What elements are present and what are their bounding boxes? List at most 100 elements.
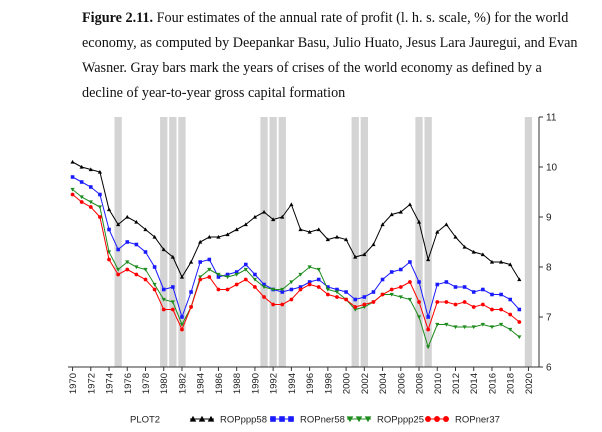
crisis-bar-1993 [278,117,286,367]
point-ROPner58-1997 [316,277,321,282]
x-tick-label-1984: 1984 [196,373,207,394]
point-ROPner58-1973 [98,192,102,197]
point-ROPppp58-2016 [489,259,495,264]
legend-label-ROPppp58: ROPppp58 [220,415,267,426]
point-ROPppp25-1990 [252,277,258,282]
point-ROPner37-2019 [517,320,522,324]
point-ROPner37-1979 [152,287,157,292]
x-tick-label-1978: 1978 [141,373,152,394]
x-tick-label-2018: 2018 [506,373,517,394]
point-ROPner37-1972 [88,205,93,209]
point-ROPppp25-2013 [462,325,467,330]
point-ROPppp58-1982 [179,274,185,279]
point-ROPner37-1998 [325,292,330,297]
series-ROPppp58 [70,159,522,282]
point-ROPner58-2004 [380,277,385,282]
point-ROPppp25-1980 [161,297,166,302]
point-ROPner58-1974 [107,227,111,232]
point-ROPppp58-2001 [353,254,358,259]
point-ROPner58-1978 [143,250,148,254]
legend-marker-ROPppp58-2 [207,415,215,422]
point-ROPppp25-2005 [389,292,394,297]
point-ROPppp58-1992 [271,217,276,222]
crisis-bar-2001 [351,117,359,367]
point-ROPner37-2006 [398,285,403,289]
point-ROPner37-1974 [107,257,111,262]
point-ROPner37-1977 [134,272,139,277]
crisis-bar-1992 [269,117,277,367]
point-ROPner37-1999 [335,295,339,299]
point-ROPppp58-1978 [143,227,148,232]
x-tick-label-2004: 2004 [378,373,389,394]
point-ROPppp25-1989 [243,267,248,272]
point-ROPner58-2009 [426,315,430,319]
point-ROPppp58-2013 [462,244,467,249]
crisis-bar-1982 [178,117,186,367]
crisis-bar-1981 [169,117,177,367]
point-ROPppp58-1997 [316,227,321,232]
point-ROPner58-1999 [335,287,339,292]
point-ROPppp25-1996 [307,265,312,270]
point-ROPppp25-1982 [179,322,185,327]
legend-marker-ROPner37-0 [425,416,431,422]
point-ROPner58-2010 [435,282,440,287]
point-ROPner58-2012 [453,285,458,289]
legend-label-ROPner58: ROPner58 [300,415,345,426]
y-tick-label-7: 7 [546,313,552,324]
point-ROPner37-2001 [353,305,358,309]
point-ROPner37-2014 [471,305,476,309]
crisis-bar-2008 [415,117,423,367]
point-ROPppp58-2008 [416,219,422,224]
x-tick-label-2010: 2010 [433,373,444,394]
x-tick-label-1998: 1998 [323,373,334,394]
x-tick-label-1990: 1990 [250,373,261,394]
point-ROPner37-1995 [298,287,303,292]
x-tick-label-2016: 2016 [487,373,498,394]
x-tick-label-2008: 2008 [415,373,426,394]
x-tick-label-2002: 2002 [360,373,371,394]
point-ROPppp58-2004 [380,222,385,227]
series-line-ROPppp25 [72,189,520,349]
legend-label-ROPner37: ROPner37 [455,415,500,426]
point-ROPppp58-2014 [471,249,476,254]
point-ROPner58-1980 [161,287,166,292]
series-line-ROPner58 [72,176,520,319]
point-ROPner37-2010 [435,300,440,304]
figure-label: Figure 2.11. [82,10,154,26]
legend-item-ROPner37: ROPner37 [425,415,500,426]
legend-marker-ROPner58-0 [270,416,276,422]
point-ROPppp25-2001 [353,307,358,312]
point-ROPppp58-1974 [106,207,112,212]
point-ROPppp25-1976 [125,260,130,265]
x-tick-label-1994: 1994 [287,373,298,394]
point-ROPner58-1990 [253,272,257,277]
legend-item-ROPppp58: ROPppp58 [189,415,267,426]
y-tick-label-6: 6 [546,363,552,374]
point-ROPppp58-1999 [334,234,340,239]
point-ROPner58-1982 [180,315,184,319]
point-ROPppp58-1980 [161,247,166,252]
point-ROPppp58-2006 [398,209,403,214]
point-ROPner58-2019 [517,307,522,312]
x-tick-label-2006: 2006 [396,373,407,394]
point-ROPner37-2004 [380,292,385,297]
point-ROPppp25-2006 [398,295,403,300]
point-ROPner58-1988 [234,270,239,274]
figure-caption: Figure 2.11. Four estimates of the annua… [82,6,582,106]
point-ROPner58-1976 [125,240,130,244]
point-ROPppp25-2008 [416,315,422,320]
point-ROPppp25-1997 [316,267,321,272]
legend-marker-ROPner37-2 [443,416,449,422]
point-ROPppp25-1992 [271,287,276,292]
point-ROPner37-1982 [180,327,184,332]
point-ROPner58-2006 [399,267,403,272]
point-ROPppp58-1996 [307,229,312,234]
point-ROPner58-1985 [207,257,212,262]
legend: PLOT2 ROPppp58 ROPner58 ROPppp25 ROPner37 [130,415,500,426]
point-ROPner37-1988 [234,282,239,287]
point-ROPppp58-2017 [498,259,504,264]
point-ROPppp25-2014 [471,325,476,330]
legend-marker-ROPner58-1 [279,416,285,422]
point-ROPppp25-1987 [225,275,230,280]
